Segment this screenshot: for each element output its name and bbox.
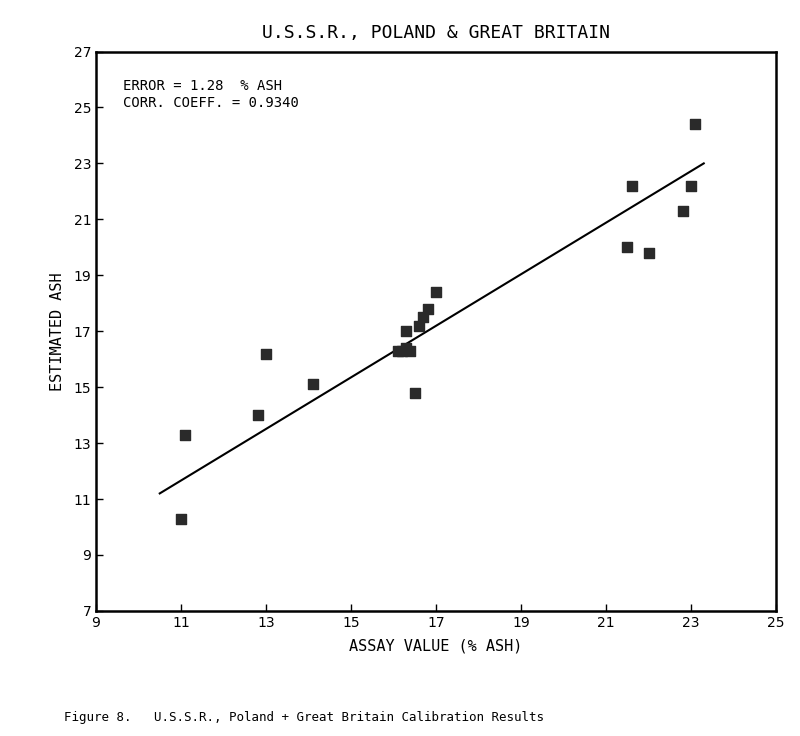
Text: ERROR = 1.28  % ASH
CORR. COEFF. = 0.9340: ERROR = 1.28 % ASH CORR. COEFF. = 0.9340: [123, 79, 299, 110]
Point: [430, 286, 442, 298]
Point: [396, 345, 409, 357]
Point: [251, 409, 264, 421]
Point: [174, 513, 187, 525]
Point: [400, 325, 413, 337]
Point: [621, 241, 634, 253]
Point: [676, 205, 689, 217]
Point: [179, 429, 192, 441]
Point: [306, 378, 319, 390]
Title: U.S.S.R., POLAND & GREAT BRITAIN: U.S.S.R., POLAND & GREAT BRITAIN: [262, 24, 610, 42]
Point: [685, 180, 698, 191]
Point: [408, 387, 421, 399]
Point: [259, 347, 272, 359]
Point: [417, 311, 430, 323]
Point: [400, 342, 413, 354]
Point: [404, 345, 417, 357]
X-axis label: ASSAY VALUE (% ASH): ASSAY VALUE (% ASH): [350, 638, 522, 653]
Point: [391, 345, 404, 357]
Point: [689, 118, 702, 130]
Text: Figure 8.   U.S.S.R., Poland + Great Britain Calibration Results: Figure 8. U.S.S.R., Poland + Great Brita…: [64, 711, 544, 724]
Point: [625, 180, 638, 191]
Point: [413, 319, 426, 331]
Y-axis label: ESTIMATED ASH: ESTIMATED ASH: [50, 272, 65, 391]
Point: [421, 303, 434, 315]
Point: [642, 247, 655, 259]
